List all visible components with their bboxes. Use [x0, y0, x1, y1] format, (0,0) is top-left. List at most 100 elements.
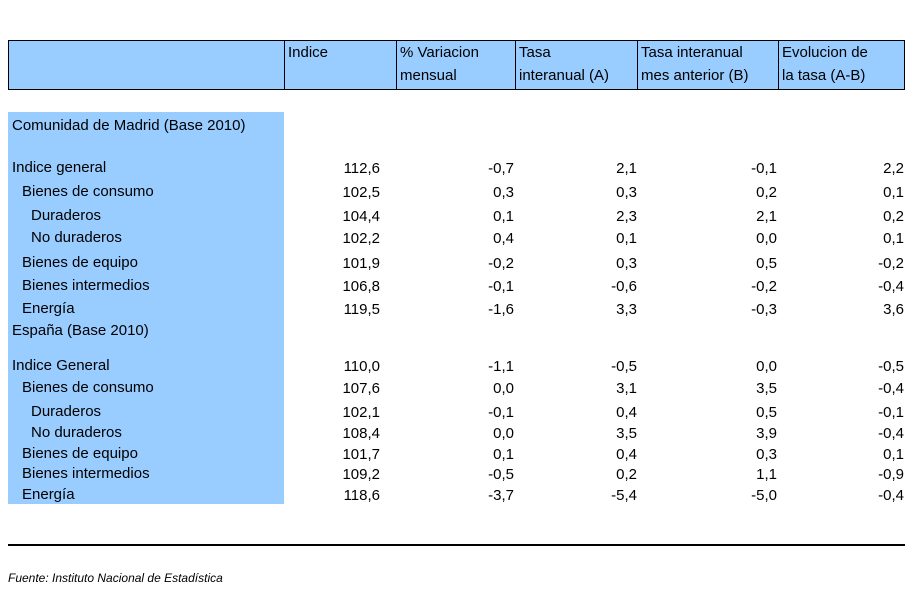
- table-row: Bienes de equipo 101,7 0,1 0,4 0,3 0,1: [0, 444, 917, 464]
- row-label: Bienes de equipo: [22, 445, 138, 462]
- cell-value: 0,5: [756, 404, 777, 421]
- cell-value: -0,4: [878, 487, 904, 504]
- table-row: Bienes de equipo 101,9 -0,2 0,3 0,5 -0,2: [0, 253, 917, 273]
- cell-value: 2,1: [756, 208, 777, 225]
- table-row: Indice General 110,0 -1,1 -0,5 0,0 -0,5: [0, 356, 917, 376]
- cell-value: 3,5: [756, 380, 777, 397]
- cell-value: 0,3: [616, 255, 637, 272]
- header-variacion-mensual: % Variacion mensual: [397, 41, 516, 89]
- cell-value: -0,1: [488, 404, 514, 421]
- source-note: Fuente: Instituto Nacional de Estadístic…: [8, 571, 223, 585]
- cell-value: 0,3: [756, 446, 777, 463]
- cell-value: -0,3: [751, 301, 777, 318]
- table-header: Indice % Variacion mensual Tasa interanu…: [8, 40, 905, 90]
- cell-value: 118,6: [343, 487, 380, 504]
- cell-value: 112,6: [343, 160, 380, 177]
- cell-value: 106,8: [342, 278, 380, 295]
- header-tasa-line1: Tasa: [519, 44, 551, 61]
- table-row: Duraderos 104,4 0,1 2,3 2,1 0,2: [0, 206, 917, 226]
- header-variacion-line2: mensual: [400, 67, 457, 84]
- cell-value: 0,1: [616, 230, 637, 247]
- section-title: España (Base 2010): [12, 322, 149, 339]
- cell-value: -0,2: [488, 255, 514, 272]
- header-indice: Indice: [285, 41, 397, 89]
- cell-value: -0,1: [751, 160, 777, 177]
- label-column-background: [8, 112, 284, 504]
- cell-value: 102,1: [342, 404, 380, 421]
- cell-value: -0,4: [878, 380, 904, 397]
- header-label-column: [9, 41, 285, 89]
- cell-value: -0,4: [878, 278, 904, 295]
- row-label: Bienes intermedios: [22, 277, 150, 294]
- header-indice-line1: Indice: [288, 44, 329, 61]
- cell-value: 109,2: [342, 466, 380, 483]
- cell-value: 0,1: [493, 446, 514, 463]
- row-label: No duraderos: [31, 424, 122, 441]
- cell-value: 0,2: [883, 208, 904, 225]
- row-label: Duraderos: [31, 207, 102, 224]
- table-row: Bienes intermedios 109,2 -0,5 0,2 1,1 -0,9: [0, 464, 917, 484]
- header-tasa-mes-anterior: Tasa interanual mes anterior (B): [638, 41, 779, 89]
- cell-value: -0,9: [878, 466, 904, 483]
- cell-value: -0,1: [878, 404, 904, 421]
- cell-value: 3,9: [756, 425, 777, 442]
- header-tasa-interanual: Tasa interanual (A): [516, 41, 638, 89]
- cell-value: 0,3: [493, 184, 514, 201]
- header-tasa-line2: interanual (A): [519, 67, 610, 84]
- cell-value: -0,7: [488, 160, 514, 177]
- cell-value: -0,4: [878, 425, 904, 442]
- cell-value: 3,6: [883, 301, 904, 318]
- row-label: Indice general: [12, 159, 107, 176]
- cell-value: 2,2: [883, 160, 904, 177]
- cell-value: 119,5: [343, 301, 380, 318]
- header-tasa-anterior-line2: mes anterior (B): [641, 67, 749, 84]
- cell-value: 1,1: [756, 466, 777, 483]
- row-label: No duraderos: [31, 229, 122, 246]
- cell-value: 0,0: [756, 230, 777, 247]
- cell-value: 2,1: [616, 160, 637, 177]
- cell-value: 0,0: [756, 358, 777, 375]
- cell-value: 0,3: [616, 184, 637, 201]
- header-evolucion-line1: Evolucion de: [782, 44, 868, 61]
- row-label: Duraderos: [31, 403, 102, 420]
- cell-value: -0,5: [878, 358, 904, 375]
- cell-value: 0,4: [493, 230, 514, 247]
- cell-value: -0,2: [878, 255, 904, 272]
- table-row: Energía 118,6 -3,7 -5,4 -5,0 -0,4: [0, 485, 917, 505]
- cell-value: -5,0: [751, 487, 777, 504]
- table-row: Bienes intermedios 106,8 -0,1 -0,6 -0,2 -0,4: [0, 276, 917, 296]
- cell-value: 107,6: [342, 380, 380, 397]
- cell-value: 0,5: [756, 255, 777, 272]
- row-label: Indice General: [12, 357, 110, 374]
- cell-value: 0,0: [493, 425, 514, 442]
- header-evolucion: Evolucion de la tasa (A-B): [779, 41, 905, 89]
- cell-value: 0,0: [493, 380, 514, 397]
- cell-value: -1,6: [488, 301, 514, 318]
- table-row: Bienes de consumo 102,5 0,3 0,3 0,2 0,1: [0, 182, 917, 202]
- cell-value: 101,9: [342, 255, 380, 272]
- bottom-rule: [8, 544, 905, 546]
- cell-value: 0,4: [616, 446, 637, 463]
- cell-value: 0,1: [883, 184, 904, 201]
- row-label: Energía: [22, 486, 75, 503]
- table-row: Bienes de consumo 107,6 0,0 3,1 3,5 -0,4: [0, 378, 917, 398]
- table-row: Energía 119,5 -1,6 3,3 -0,3 3,6: [0, 299, 917, 319]
- cell-value: -0,6: [611, 278, 637, 295]
- cell-value: 0,1: [883, 446, 904, 463]
- cell-value: 3,5: [616, 425, 637, 442]
- cell-value: -0,5: [488, 466, 514, 483]
- cell-value: -1,1: [488, 358, 514, 375]
- row-label: Bienes de consumo: [22, 379, 154, 396]
- cell-value: -0,5: [611, 358, 637, 375]
- cell-value: 0,1: [493, 208, 514, 225]
- cell-value: -5,4: [611, 487, 637, 504]
- row-label: Energía: [22, 300, 75, 317]
- cell-value: 2,3: [616, 208, 637, 225]
- table-row: Indice general 112,6 -0,7 2,1 -0,1 2,2: [0, 158, 917, 178]
- cell-value: -0,2: [751, 278, 777, 295]
- cell-value: 104,4: [342, 208, 380, 225]
- cell-value: 110,0: [343, 358, 380, 375]
- header-tasa-anterior-line1: Tasa interanual: [641, 44, 743, 61]
- cell-value: 0,2: [756, 184, 777, 201]
- cell-value: -0,1: [488, 278, 514, 295]
